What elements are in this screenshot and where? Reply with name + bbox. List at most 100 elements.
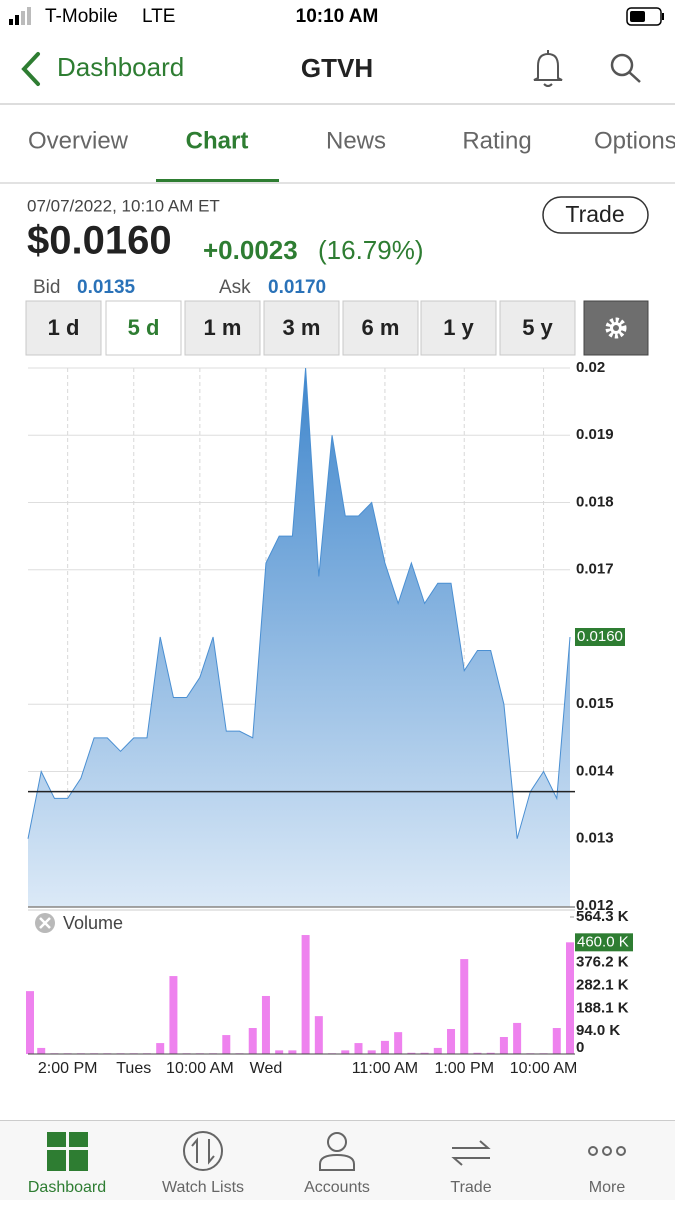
bottom-tab-bar: Dashboard Watch Lists Accounts Trade Mor… (0, 1120, 675, 1200)
range-label[interactable]: 1 m (204, 315, 242, 340)
volume-bar (37, 1047, 46, 1054)
volume-bar (26, 991, 34, 1054)
range-button[interactable] (105, 300, 182, 356)
y-tick-label: 282.1 K (576, 976, 629, 993)
tab[interactable]: Rating (462, 127, 531, 154)
nav-title: GTVH (301, 53, 373, 83)
range-label[interactable]: 1 y (443, 315, 474, 340)
range-button[interactable] (420, 300, 497, 356)
x-tick-label: 10:00 AM (166, 1060, 234, 1077)
volume-bar (460, 959, 469, 1054)
last-price-marker (575, 628, 625, 646)
volume-bar (367, 1050, 376, 1054)
volume-bar (513, 1022, 522, 1054)
range-button[interactable] (499, 300, 576, 356)
range-label[interactable]: 1 d (48, 315, 80, 340)
volume-bar (275, 1050, 284, 1054)
trade-icon[interactable] (451, 1140, 491, 1166)
range-label[interactable]: 5 y (522, 315, 553, 340)
volume-bar (447, 1028, 456, 1054)
range-button[interactable] (184, 300, 261, 356)
range-label[interactable]: 6 m (362, 315, 400, 340)
status-bar: T-Mobile LTE 10:10 AM (9, 6, 664, 27)
search-icon[interactable] (610, 53, 641, 83)
volume-bar (156, 1043, 165, 1054)
y-tick-label: 0.018 (576, 493, 614, 510)
y-tick-label: 376.2 K (576, 954, 629, 971)
change: +0.0023 (203, 235, 298, 265)
range-button[interactable] (263, 300, 340, 356)
x-tick-label: Wed (250, 1060, 283, 1077)
tab[interactable]: News (326, 127, 386, 154)
y-tick-label: 0.014 (576, 762, 614, 779)
last-price-label: 0.0160 (577, 628, 623, 645)
x-tick-label: 11:00 AM (352, 1060, 418, 1077)
volume-bar (314, 1016, 323, 1054)
tabs: Overview Chart News Rating Options (0, 127, 675, 184)
y-tick-label: 0.019 (576, 426, 614, 443)
y-tick-label: 0.017 (576, 561, 614, 578)
quote: 07/07/2022, 10:10 AM ET $0.0160 +0.0023 … (27, 196, 649, 298)
bell-icon[interactable] (533, 50, 563, 87)
range-label[interactable]: 5 d (128, 315, 160, 340)
dashboard-icon[interactable] (47, 1132, 88, 1171)
bottom-tab[interactable]: Trade (450, 1179, 491, 1196)
carrier: T-Mobile (45, 6, 118, 27)
x-axis-labels: 2:00 PM Tues 10:00 AM Wed 11:00 AM 1:00 PM 10:… (38, 1060, 576, 1077)
bid-label: Bid (33, 277, 60, 298)
y-tick-label: 188.1 K (576, 999, 629, 1016)
trade-label[interactable]: Trade (565, 201, 624, 227)
x-tick-label: Tues (116, 1060, 151, 1077)
x-tick-label: 2:00 PM (38, 1060, 98, 1077)
y-tick-label: 564.3 K (576, 908, 629, 925)
volume-close-x[interactable] (39, 917, 51, 929)
volume-bar (301, 935, 310, 1054)
y-tick-label: 0.013 (576, 830, 614, 847)
range-button[interactable] (25, 300, 102, 356)
ask: 0.0170 (268, 277, 326, 298)
volume-bar (341, 1050, 350, 1054)
settings-button[interactable] (583, 300, 649, 356)
ask-label: Ask (219, 277, 251, 298)
y-tick-label: 0 (576, 1039, 584, 1056)
more-icon[interactable] (588, 1146, 626, 1156)
watchlists-icon[interactable] (183, 1131, 223, 1171)
volume-bar (354, 1043, 363, 1054)
x-tick-label: 1:00 PM (434, 1060, 494, 1077)
accounts-icon[interactable] (319, 1132, 355, 1171)
range-button[interactable] (342, 300, 419, 356)
y-tick-label: 0.012 (576, 897, 614, 914)
price-line (27, 367, 571, 839)
bottom-tab[interactable]: Accounts (304, 1179, 370, 1196)
volume-bar (420, 1052, 429, 1054)
volume-bar (222, 1035, 231, 1054)
timestamp: 07/07/2022, 10:10 AM ET (27, 196, 220, 215)
bottom-tab[interactable]: Watch Lists (162, 1179, 244, 1196)
back-button[interactable]: Dashboard (21, 52, 184, 86)
volume-bar (566, 942, 574, 1054)
trade-button[interactable] (542, 196, 649, 234)
bid: 0.0135 (77, 277, 136, 298)
bottom-tab[interactable]: Dashboard (28, 1179, 106, 1196)
volume-bar (394, 1032, 403, 1054)
back-label[interactable]: Dashboard (57, 52, 184, 82)
volume-bar (407, 1052, 416, 1054)
volume-bar (486, 1052, 495, 1054)
y-tick-label: 0.015 (576, 695, 614, 712)
range-label[interactable]: 3 m (283, 315, 321, 340)
y-tick-label: 0.02 (576, 359, 605, 376)
bottom-tab[interactable]: More (589, 1179, 626, 1196)
volume-bar (552, 1028, 561, 1054)
volume-bar (433, 1047, 442, 1054)
tab-active[interactable]: Chart (186, 127, 249, 154)
volume-bar (473, 1052, 482, 1054)
last-volume-marker (575, 933, 633, 952)
range-buttons: 1 d 5 d 1 m 3 m 6 m 1 y 5 y (25, 300, 576, 356)
last-volume-label: 460.0 K (577, 933, 629, 950)
tab[interactable]: Overview (28, 127, 129, 154)
volume-bar (380, 1040, 389, 1054)
volume-bar (499, 1037, 508, 1054)
tab[interactable]: Options (594, 127, 675, 154)
